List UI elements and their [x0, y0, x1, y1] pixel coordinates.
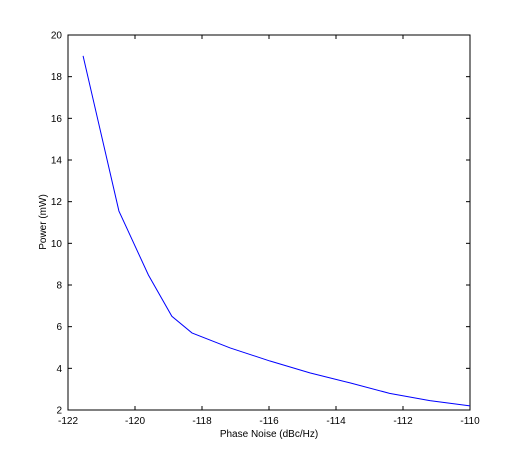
y-tick-label: 10: [51, 239, 63, 250]
x-tick-label: -118: [192, 416, 212, 427]
x-axis-label: Phase Noise (dBc/Hz): [220, 429, 318, 440]
y-tick-label: 6: [56, 322, 62, 333]
y-tick-label: 4: [56, 364, 62, 375]
y-tick-label: 2: [56, 406, 62, 417]
data-line: [82, 55, 471, 407]
y-tick-label: 8: [56, 281, 62, 292]
x-tick-label: -112: [393, 416, 413, 427]
x-tick-label: -122: [58, 416, 78, 427]
y-tick-label: 16: [51, 114, 63, 125]
y-tick-label: 20: [51, 31, 63, 42]
x-tick-label: -120: [125, 416, 145, 427]
plot-box: [67, 34, 471, 411]
x-tick-label: -114: [326, 416, 346, 427]
y-tick-label: 18: [51, 72, 63, 83]
y-tick-label: 14: [51, 156, 63, 167]
x-tick-label: -116: [259, 416, 279, 427]
y-tick-label: 12: [51, 197, 63, 208]
x-tick-label: -110: [460, 416, 480, 427]
y-axis-label: Power (mW): [38, 194, 49, 250]
